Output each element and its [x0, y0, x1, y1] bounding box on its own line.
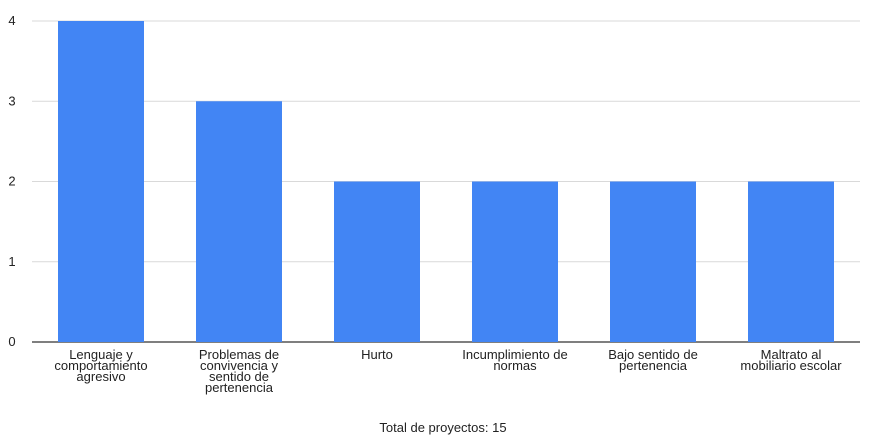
label-layer: 0 1 2 3 4 Lenguaje y comportamiento agresivo Pro… [8, 13, 842, 395]
x-category-label-line: Hurto [361, 347, 393, 362]
bar [196, 101, 282, 342]
x-category-label-line: pertenencia [205, 380, 274, 395]
bar-layer [58, 21, 834, 342]
x-category-label-line: sentido de [209, 369, 269, 384]
x-category-label-line: Incumplimiento de [462, 347, 568, 362]
x-category-label-line: Problemas de [199, 347, 279, 362]
x-category-label: Hurto [361, 347, 393, 362]
x-category-label-line: agresivo [76, 369, 125, 384]
x-category-label: Bajo sentido de pertenencia [608, 347, 698, 373]
x-category-label-line: pertenencia [619, 358, 688, 373]
y-tick-label: 1 [8, 254, 15, 269]
grid-layer [32, 20, 860, 343]
x-category-label-line: Bajo sentido de [608, 347, 698, 362]
y-tick-label: 2 [8, 174, 15, 189]
x-category-label: Problemas de convivencia y sentido de perte… [199, 347, 279, 395]
x-category-label-line: Maltrato al [761, 347, 822, 362]
y-tick-label: 4 [8, 13, 15, 28]
chart-caption: Total de proyectos: 15 [379, 420, 506, 435]
bar [472, 181, 558, 342]
x-category-label-line: Lenguaje y [69, 347, 133, 362]
x-category-label: Maltrato al mobiliario escolar [740, 347, 842, 373]
x-category-label-line: normas [493, 358, 537, 373]
x-category-label: Lenguaje y comportamiento agresivo [54, 347, 147, 384]
y-tick-label: 0 [8, 334, 15, 349]
bar [610, 181, 696, 342]
bar [58, 21, 144, 342]
y-tick-label: 3 [8, 93, 15, 108]
x-category-label: Incumplimiento de normas [462, 347, 568, 373]
x-category-label-line: comportamiento [54, 358, 147, 373]
x-category-label-line: mobiliario escolar [740, 358, 842, 373]
bar [748, 181, 834, 342]
bar [334, 181, 420, 342]
x-category-label-line: convivencia y [200, 358, 279, 373]
